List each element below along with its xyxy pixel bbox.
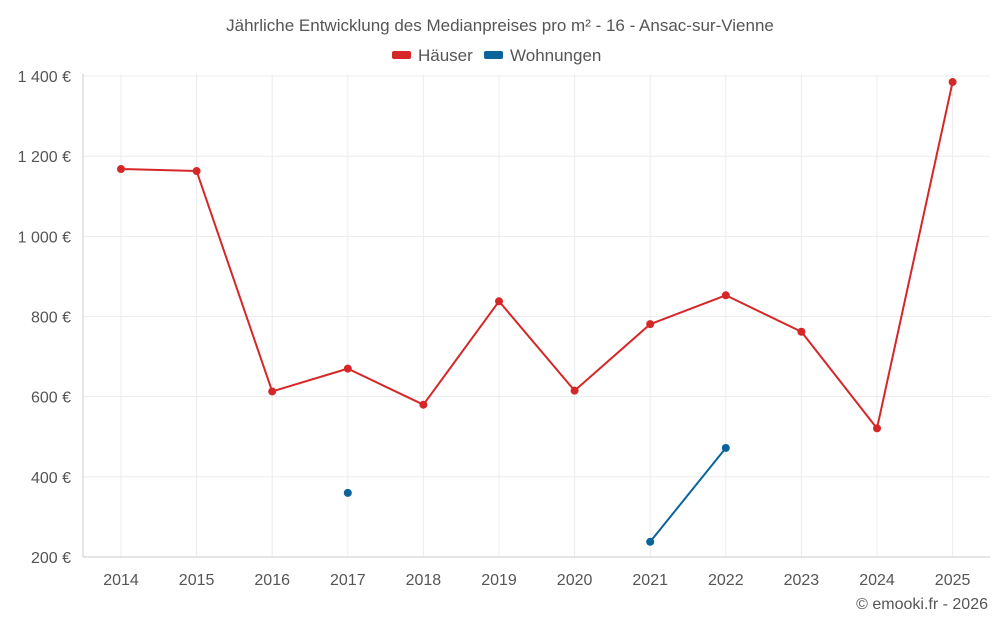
x-tick-label: 2019: [481, 572, 517, 589]
legend: Häuser Wohnungen: [392, 46, 601, 65]
y-tick-label: 1 400 €: [18, 69, 71, 86]
data-point[interactable]: [343, 488, 352, 497]
y-tick-label: 600 €: [31, 390, 71, 407]
data-point[interactable]: [419, 400, 428, 409]
data-point[interactable]: [721, 443, 730, 452]
x-tick-label: 2021: [632, 572, 668, 589]
x-tick-label: 2023: [784, 572, 820, 589]
data-point[interactable]: [570, 386, 579, 395]
x-tick-label: 2017: [330, 572, 366, 589]
y-tick-label: 400 €: [31, 470, 71, 487]
x-tick-label: 2024: [859, 572, 895, 589]
data-point[interactable]: [948, 78, 957, 87]
x-tick-label: 2014: [103, 572, 139, 589]
y-axis-tick-labels: 200 € 400 € 600 € 800 € 1 000 € 1 200 € 1 400 …: [18, 69, 71, 567]
x-axis-tick-labels: 2014 2015 2016 2017 2018 2019 2020 2021 2022 2023…: [103, 572, 970, 589]
data-point[interactable]: [873, 424, 881, 433]
x-tick-label: 2022: [708, 572, 744, 589]
x-tick-label: 2015: [179, 572, 215, 589]
legend-item-haeuser[interactable]: Häuser: [392, 46, 473, 65]
data-point[interactable]: [117, 165, 125, 174]
data-point[interactable]: [646, 320, 655, 329]
x-tick-label: 2025: [935, 572, 971, 589]
x-tick-label: 2018: [406, 572, 442, 589]
legend-swatch-haeuser: [392, 51, 411, 59]
data-point[interactable]: [495, 297, 503, 306]
y-tick-label: 200 €: [31, 550, 71, 567]
chart-title: Jährliche Entwicklung des Medianpreises …: [226, 16, 774, 35]
series-wohnungen: [343, 443, 730, 546]
legend-item-wohnungen[interactable]: Wohnungen: [484, 46, 601, 65]
data-point[interactable]: [646, 537, 655, 546]
series-line-segment: [120, 81, 954, 430]
series-haeuser: [117, 78, 957, 433]
series-line-segment: [649, 447, 727, 543]
y-tick-label: 800 €: [31, 310, 71, 327]
data-point[interactable]: [343, 364, 352, 373]
series: [117, 78, 957, 546]
data-point[interactable]: [797, 327, 806, 336]
y-tick-label: 1 200 €: [18, 149, 71, 166]
legend-label-wohnungen: Wohnungen: [510, 46, 601, 65]
data-point[interactable]: [192, 167, 201, 176]
data-point[interactable]: [721, 291, 730, 300]
data-point[interactable]: [268, 387, 277, 396]
axes: [82, 74, 990, 558]
y-tick-label: 1 000 €: [18, 229, 71, 246]
grid: [83, 74, 990, 557]
legend-swatch-wohnungen: [484, 51, 503, 59]
x-tick-label: 2020: [557, 572, 593, 589]
x-tick-label: 2016: [254, 572, 290, 589]
chart-credit: © emooki.fr - 2026: [856, 596, 988, 613]
legend-label-haeuser: Häuser: [418, 46, 473, 65]
